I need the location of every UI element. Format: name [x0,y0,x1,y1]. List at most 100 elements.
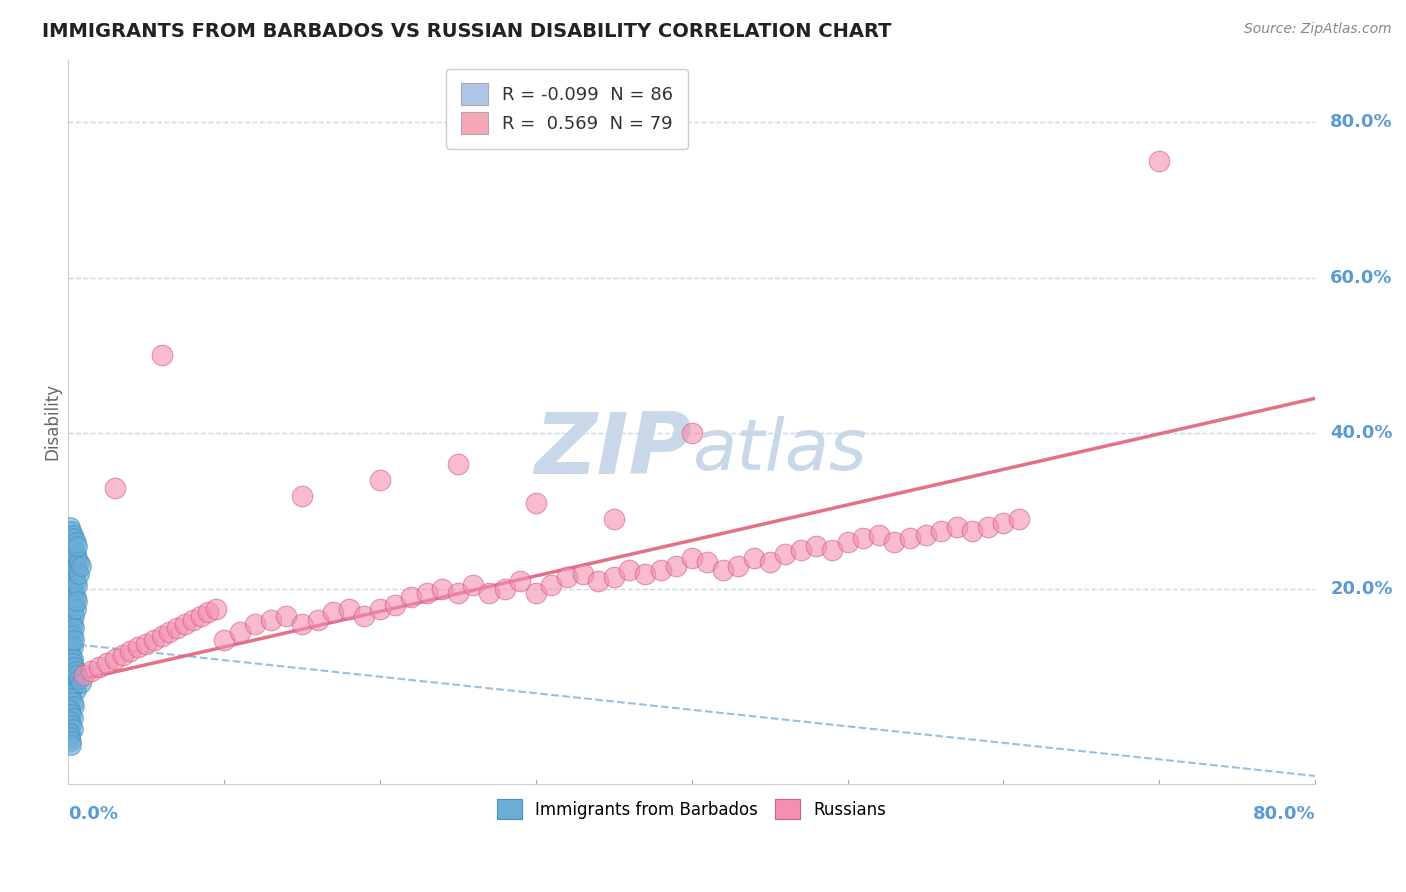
Point [66,667,89,681]
Point [63,609,86,624]
Point [59,598,82,612]
Point [494,582,516,596]
Text: 60.0%: 60.0% [1330,268,1393,286]
Point [142,632,165,647]
Point [60,718,83,732]
Point [69,675,91,690]
Point [977,520,1000,534]
Point [66,578,89,592]
Point [127,640,149,655]
Point [62,710,84,724]
Point [60,637,83,651]
Point [62,667,84,681]
Point [65,601,87,615]
Point [66,550,89,565]
Point [59,574,82,589]
Point [307,613,329,627]
Point [66,539,89,553]
Point [929,524,952,538]
Point [665,558,688,573]
Point [67,672,90,686]
Point [62,550,84,565]
Point [60,672,83,686]
Point [65,664,87,678]
Point [60,734,83,748]
Point [63,570,86,584]
Point [197,606,219,620]
Point [166,621,188,635]
Point [67,566,90,581]
Point [60,613,83,627]
Point [243,617,266,632]
Text: atlas: atlas [692,417,866,485]
Point [150,629,173,643]
Point [681,550,703,565]
Point [62,566,84,581]
Point [681,426,703,441]
Point [260,613,283,627]
Text: IMMIGRANTS FROM BARBADOS VS RUSSIAN DISABILITY CORRELATION CHART: IMMIGRANTS FROM BARBADOS VS RUSSIAN DISA… [42,22,891,41]
Point [806,539,828,553]
Point [65,547,87,561]
Point [63,598,86,612]
Point [59,527,82,541]
Point [89,660,111,674]
Point [696,555,718,569]
Point [59,687,82,701]
Point [62,617,84,632]
Point [962,524,984,538]
Point [60,624,83,639]
Point [96,656,118,670]
Point [62,723,84,737]
Point [463,578,485,592]
Point [384,598,406,612]
Point [540,578,562,592]
Text: 40.0%: 40.0% [1330,425,1393,442]
Point [60,535,83,549]
Point [65,675,87,690]
Point [837,535,859,549]
Point [104,652,127,666]
Legend: Immigrants from Barbados, Russians: Immigrants from Barbados, Russians [491,792,893,826]
Point [945,520,967,534]
Point [62,606,84,620]
Point [758,555,780,569]
Point [65,535,87,549]
Point [60,578,83,592]
Point [773,547,796,561]
Point [291,617,314,632]
Point [868,527,890,541]
Point [63,532,86,546]
Point [727,558,749,573]
Point [157,624,180,639]
Point [650,563,672,577]
Point [228,624,250,639]
Point [59,621,82,635]
Point [181,613,204,627]
Point [111,648,134,663]
Point [59,730,82,744]
Point [62,629,84,643]
Point [120,644,142,658]
Point [63,543,86,558]
Point [62,539,84,553]
Point [432,582,454,596]
Point [60,691,83,706]
Point [603,570,626,584]
Text: ZIP: ZIP [534,409,692,492]
Point [69,558,91,573]
Point [60,547,83,561]
Point [509,574,531,589]
Point [135,637,157,651]
Point [63,660,86,674]
Point [66,563,89,577]
Point [555,570,578,584]
Point [524,586,547,600]
Point [65,683,87,698]
Point [63,672,86,686]
Point [59,632,82,647]
Point [883,535,905,549]
Point [337,601,360,615]
Point [60,524,83,538]
Point [276,609,298,624]
